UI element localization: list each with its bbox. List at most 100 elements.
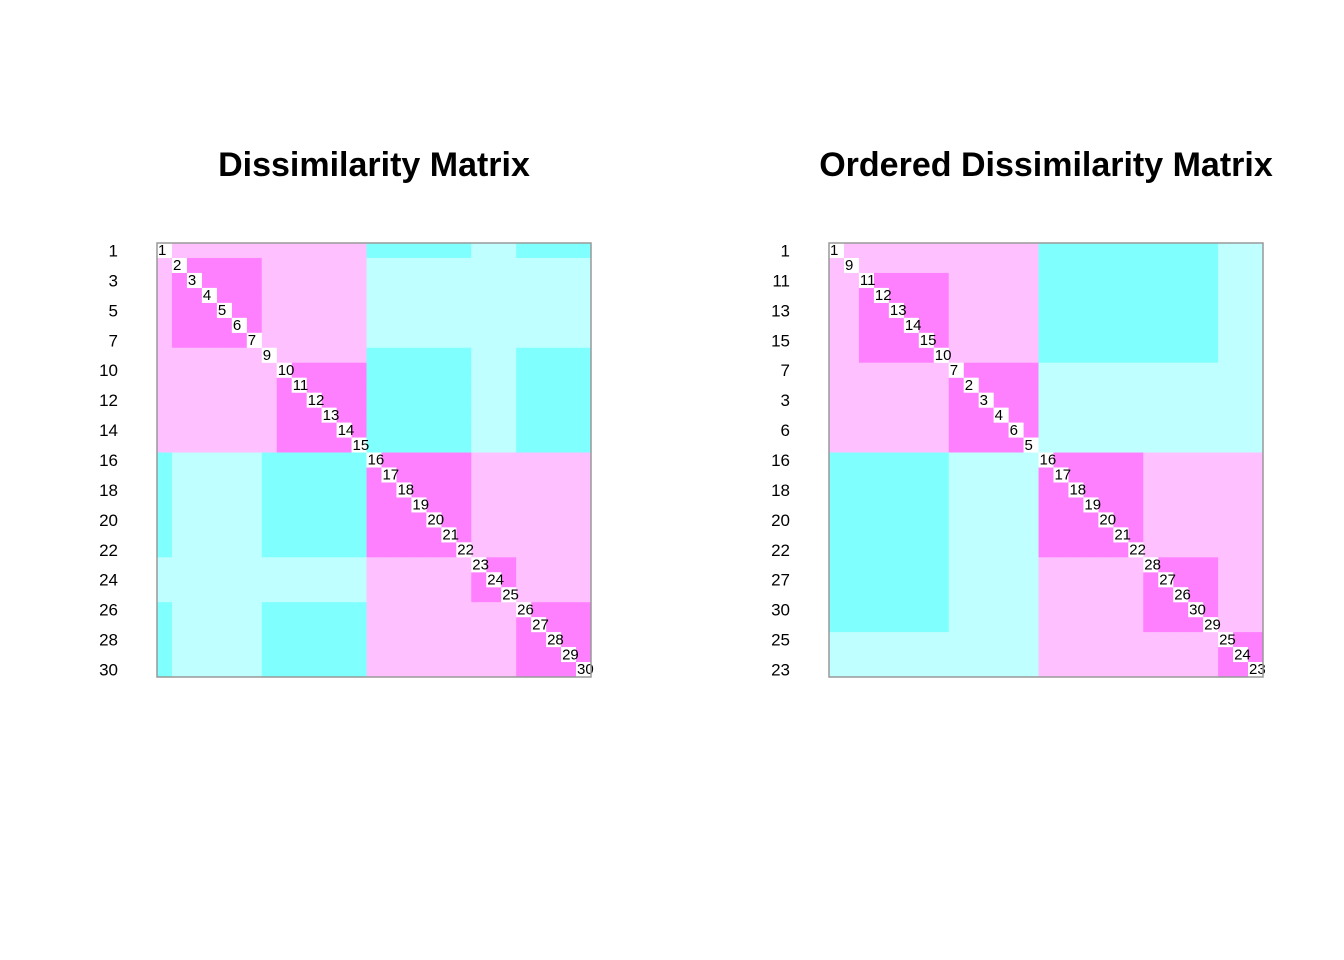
diagonal-label: 11 [860,272,876,289]
cell [546,302,562,319]
cell [978,467,995,483]
cell [993,317,1009,334]
cell [1173,362,1189,379]
cell [231,557,248,573]
cell [336,392,352,409]
cell [888,572,905,588]
cell [1098,527,1114,543]
diagonal-cell [171,257,187,273]
cell [1158,542,1174,558]
cell [1203,482,1219,498]
cell [576,317,592,334]
cell [276,542,293,558]
cell [933,497,950,513]
cell [888,647,905,663]
cell [1173,317,1189,334]
cell [201,542,218,558]
cell [321,347,337,364]
cell [829,617,845,633]
cell [963,452,980,468]
cell [157,602,173,618]
cell [1008,662,1024,678]
diagonal-cell [1248,662,1263,677]
cell [456,347,472,364]
cell [576,572,592,588]
diagonal-cell [888,302,904,318]
cell [411,452,427,468]
cell [456,482,472,498]
cell [1068,617,1084,633]
cell [291,257,308,274]
cell [933,527,950,543]
cell [516,243,532,259]
cell [1068,647,1084,663]
cell [186,362,203,379]
cell [501,422,517,438]
cell [1083,587,1099,603]
diagonal-cell [1038,452,1054,468]
cell [246,243,263,259]
diagonal-cell [918,332,934,348]
cell [1143,617,1159,633]
cell [978,257,995,274]
cell [231,467,248,483]
cell [231,332,248,349]
cell [486,287,502,304]
cell [411,272,427,289]
cell [948,632,965,648]
cell [993,467,1009,483]
cell [1233,527,1249,543]
cell [171,243,188,259]
cell [471,602,487,618]
cell [306,647,323,663]
cell [933,542,950,558]
cell [231,527,248,543]
diagonal-cell [261,347,277,363]
cell [858,467,875,483]
cell [858,497,875,513]
cell [366,347,382,364]
cell [381,632,397,648]
cell [1083,422,1099,438]
cell [1128,512,1144,528]
cell [546,647,562,663]
cell [381,542,397,558]
cell [858,422,875,438]
cell [531,647,547,663]
cell [561,257,577,274]
cell [201,587,218,603]
cell [501,243,517,259]
cell [963,302,980,319]
cell [216,602,233,618]
cell [216,257,233,274]
cell [216,272,233,289]
cell [829,647,845,663]
cell [186,572,203,588]
cell [426,662,442,678]
diagonal-label: 26 [1174,586,1191,603]
diagonal-cell [1068,482,1084,498]
cell [1233,347,1249,364]
cell [1008,377,1024,394]
cell [351,617,367,633]
cell [1188,617,1204,633]
cell [1203,632,1219,648]
cell [336,377,352,394]
cell [1128,557,1144,573]
cell [948,482,965,498]
cell [1203,407,1219,423]
cell [903,602,920,618]
cell [1248,392,1264,409]
cell [516,287,532,304]
cell [486,617,502,633]
cell [1113,362,1129,379]
cell [486,542,502,558]
cell [441,497,457,513]
cell [216,497,233,513]
cell [456,302,472,319]
cell [201,482,218,498]
cell [531,347,547,364]
cell [1248,632,1264,648]
cell [246,497,263,513]
